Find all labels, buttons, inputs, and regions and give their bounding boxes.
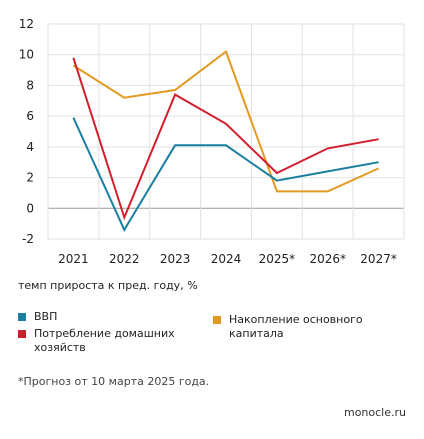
series-line-gdp bbox=[72, 117, 379, 232]
legend-label-capital-formation: Накопление основного капитала bbox=[229, 313, 363, 340]
legend-label-household-consumption: Потребление домашних хозяйств bbox=[34, 327, 175, 354]
y-tick-label: 8 bbox=[26, 78, 34, 92]
legend-item-gdp: ВВП bbox=[18, 310, 57, 324]
y-tick-label: -2 bbox=[22, 232, 34, 246]
x-tick-label: 2024 bbox=[211, 252, 242, 266]
x-axis-ticks: 2021 2022 2023 2024 2025* 2026* 2027* bbox=[58, 252, 397, 266]
legend-swatch-household-consumption bbox=[18, 330, 26, 338]
source-brand: monocle.ru bbox=[343, 406, 406, 419]
y-tick-label: 0 bbox=[26, 201, 34, 215]
x-tick-label: 2023 bbox=[160, 252, 191, 266]
y-tick-label: 4 bbox=[26, 140, 34, 154]
series-lines bbox=[72, 49, 380, 232]
grid bbox=[47, 23, 405, 240]
y-tick-label: 6 bbox=[26, 109, 34, 123]
y-axis-ticks: -2 0 2 4 6 8 10 12 bbox=[19, 17, 34, 246]
x-tick-label: 2022 bbox=[109, 252, 140, 266]
legend-item-capital-formation: Накопление основного капитала bbox=[213, 313, 393, 341]
y-axis-caption: темп прироста к пред. году, % bbox=[18, 279, 198, 292]
legend-swatch-gdp bbox=[18, 313, 26, 321]
x-tick-label: 2025* bbox=[259, 252, 296, 266]
x-tick-label: 2021 bbox=[58, 252, 89, 266]
legend-item-household-consumption: Потребление домашних хозяйств bbox=[18, 327, 208, 355]
y-tick-label: 10 bbox=[19, 48, 34, 62]
series-line-household-consumption bbox=[72, 57, 379, 221]
legend-label-gdp: ВВП bbox=[34, 310, 58, 323]
y-tick-label: 12 bbox=[19, 17, 34, 31]
forecast-footnote: *Прогноз от 10 марта 2025 года. bbox=[18, 375, 210, 388]
x-tick-label: 2026* bbox=[309, 252, 346, 266]
legend-swatch-capital-formation bbox=[213, 316, 221, 324]
y-tick-label: 2 bbox=[26, 171, 34, 185]
x-tick-label: 2027* bbox=[360, 252, 397, 266]
